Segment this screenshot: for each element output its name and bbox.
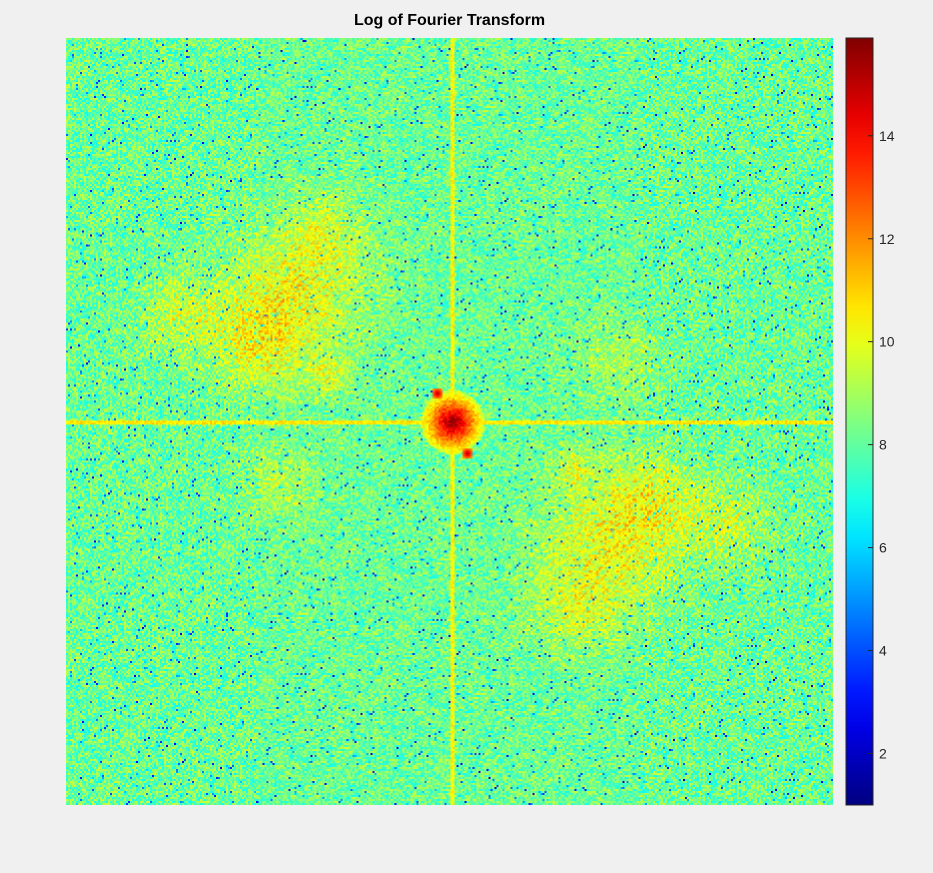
fourier-heatmap bbox=[66, 38, 833, 805]
colorbar: 2 4 6 8 10 12 14 bbox=[845, 37, 895, 806]
colorbar-tick-label: 14 bbox=[879, 128, 895, 144]
colorbar-tick-label: 12 bbox=[879, 231, 895, 247]
colorbar-gradient bbox=[845, 37, 874, 806]
colorbar-tick-label: 10 bbox=[879, 334, 895, 350]
colorbar-tick-label: 4 bbox=[879, 643, 887, 659]
colorbar-tick-label: 2 bbox=[879, 746, 887, 762]
colorbar-tick-label: 6 bbox=[879, 540, 887, 556]
colorbar-tick-label: 8 bbox=[879, 437, 887, 453]
colorbar-ticks: 2 4 6 8 10 12 14 bbox=[868, 128, 895, 762]
plot-title: Log of Fourier Transform bbox=[353, 12, 546, 29]
